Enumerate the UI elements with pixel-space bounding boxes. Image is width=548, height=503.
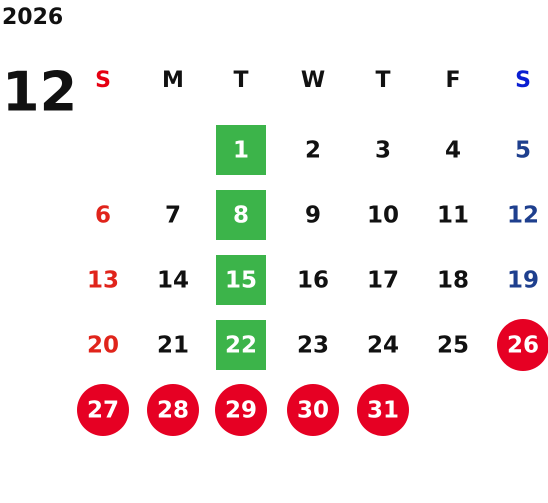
day-number: 30: [297, 398, 329, 424]
weekday-header: S: [515, 68, 531, 93]
day-number: 4: [445, 138, 461, 164]
closed-day-marker: [497, 319, 548, 371]
day-number: 13: [87, 268, 119, 294]
holiday-marker: [216, 320, 266, 370]
holiday-marker: [216, 190, 266, 240]
closed-day-marker: [147, 384, 199, 436]
weekday-header: S: [95, 68, 111, 93]
closed-day-marker: [287, 384, 339, 436]
closed-day-marker: [77, 384, 129, 436]
day-number: 22: [225, 333, 257, 359]
day-number: 20: [87, 333, 119, 359]
day-number: 2: [305, 138, 321, 164]
day-number: 23: [297, 333, 329, 359]
weekday-header: T: [233, 68, 248, 93]
day-number: 25: [437, 333, 469, 359]
weekday-header: W: [301, 68, 325, 93]
holiday-marker: [216, 125, 266, 175]
day-number: 27: [87, 398, 119, 424]
day-number: 12: [507, 203, 539, 229]
day-number: 17: [367, 268, 399, 294]
day-number: 26: [507, 333, 539, 359]
weekday-header: M: [162, 68, 184, 93]
day-number: 21: [157, 333, 189, 359]
year: 2026: [2, 5, 63, 30]
day-number: 16: [297, 268, 329, 294]
day-number: 6: [95, 203, 111, 229]
holiday-marker: [216, 255, 266, 305]
day-number: 14: [157, 268, 189, 294]
day-number: 28: [157, 398, 189, 424]
day-number: 3: [375, 138, 391, 164]
closed-day-marker: [357, 384, 409, 436]
day-number: 9: [305, 203, 321, 229]
weekday-header: F: [445, 68, 460, 93]
month: 12: [2, 61, 77, 124]
day-number: 29: [225, 398, 257, 424]
day-number: 5: [515, 138, 531, 164]
day-number: 1: [233, 138, 249, 164]
day-number: 7: [165, 203, 181, 229]
day-number: 8: [233, 203, 249, 229]
day-number: 24: [367, 333, 399, 359]
day-number: 10: [367, 203, 399, 229]
day-number: 15: [225, 268, 257, 294]
closed-day-marker: [215, 384, 267, 436]
day-number: 11: [437, 203, 469, 229]
weekday-header: T: [375, 68, 390, 93]
day-number: 19: [507, 268, 539, 294]
day-number: 31: [367, 398, 399, 424]
day-number: 18: [437, 268, 469, 294]
